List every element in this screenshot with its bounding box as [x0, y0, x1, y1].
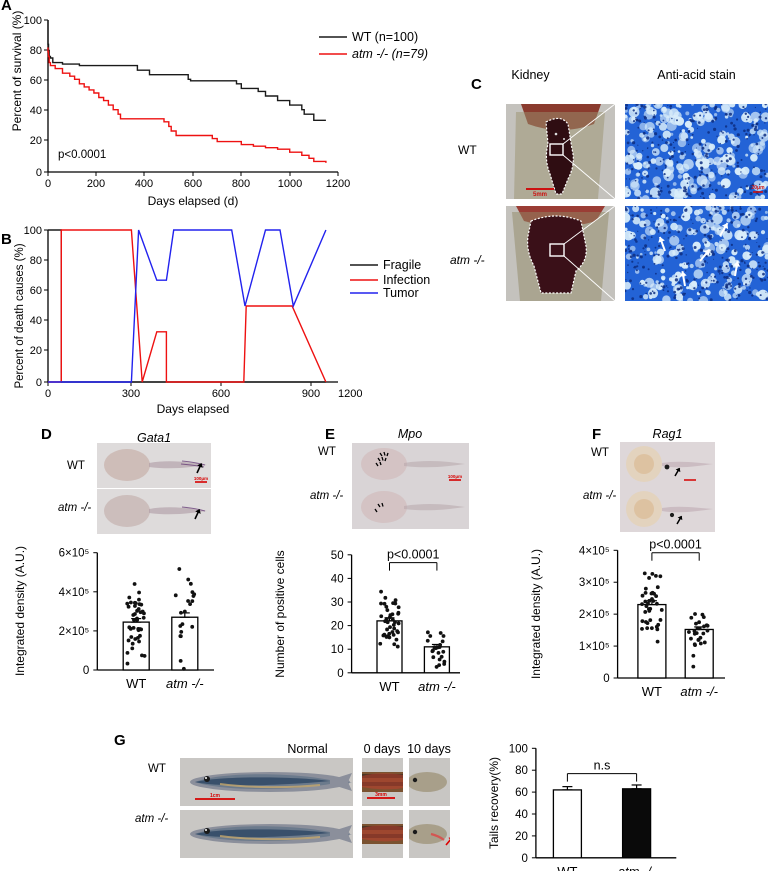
svg-text:80: 80 [30, 45, 42, 57]
svg-text:0: 0 [83, 665, 89, 677]
svg-text:Tumor: Tumor [383, 286, 419, 300]
svg-text:200: 200 [87, 178, 105, 190]
svg-text:40: 40 [331, 573, 344, 585]
svg-text:WT (n=100): WT (n=100) [352, 30, 418, 44]
svg-text:80: 80 [30, 255, 42, 267]
svg-text:n.s: n.s [594, 759, 611, 773]
svg-text:0: 0 [45, 388, 51, 400]
svg-text:1200: 1200 [338, 388, 362, 400]
svg-text:0: 0 [45, 178, 51, 190]
svg-text:WT: WT [126, 676, 146, 691]
svg-text:100μm: 100μm [448, 474, 462, 479]
svg-text:60: 60 [30, 75, 42, 87]
svg-text:2×10⁵: 2×10⁵ [579, 609, 610, 621]
svg-text:atm -/-: atm -/- [166, 676, 204, 691]
svg-text:atm -/-: atm -/- [418, 679, 456, 694]
svg-text:Infection: Infection [383, 273, 430, 287]
svg-text:WT: WT [379, 679, 399, 694]
svg-text:20: 20 [515, 831, 528, 843]
svg-text:6×10⁵: 6×10⁵ [59, 548, 90, 560]
svg-text:20μm: 20μm [751, 185, 765, 191]
svg-text:4×10⁵: 4×10⁵ [579, 545, 610, 557]
svg-text:20: 20 [30, 345, 42, 357]
svg-text:400: 400 [135, 178, 153, 190]
svg-text:30: 30 [331, 597, 344, 609]
svg-text:100: 100 [24, 15, 42, 27]
svg-text:4×10⁵: 4×10⁵ [59, 587, 90, 599]
svg-text:20: 20 [30, 135, 42, 147]
svg-text:100: 100 [24, 225, 42, 237]
svg-text:0: 0 [337, 668, 343, 680]
svg-text:300: 300 [122, 388, 140, 400]
svg-text:p<0.0001: p<0.0001 [387, 548, 440, 562]
svg-text:40: 40 [515, 809, 528, 821]
svg-text:1cm: 1cm [210, 793, 221, 799]
svg-text:60: 60 [515, 787, 528, 799]
svg-text:5mm: 5mm [533, 192, 547, 198]
svg-text:0: 0 [36, 167, 42, 179]
svg-text:800: 800 [232, 178, 250, 190]
svg-text:20: 20 [331, 621, 344, 633]
svg-text:40: 40 [30, 105, 42, 117]
svg-text:WT: WT [557, 864, 577, 871]
svg-text:600: 600 [212, 388, 230, 400]
svg-text:0: 0 [603, 673, 609, 685]
svg-text:0: 0 [521, 853, 527, 865]
svg-text:p<0.0001: p<0.0001 [649, 538, 702, 552]
svg-text:atm -/- (n=79): atm -/- (n=79) [352, 47, 428, 61]
svg-text:60: 60 [30, 285, 42, 297]
svg-text:1000: 1000 [278, 178, 302, 190]
svg-text:10: 10 [331, 644, 344, 656]
svg-text:2×10⁵: 2×10⁵ [59, 626, 90, 638]
svg-text:900: 900 [302, 388, 320, 400]
svg-text:p<0.0001: p<0.0001 [58, 149, 106, 161]
svg-text:1×10⁵: 1×10⁵ [579, 641, 610, 653]
svg-text:40: 40 [30, 315, 42, 327]
svg-text:1200: 1200 [326, 178, 350, 190]
svg-text:3×10⁵: 3×10⁵ [579, 577, 610, 589]
svg-text:50: 50 [331, 550, 344, 562]
svg-text:Fragile: Fragile [383, 258, 421, 272]
svg-text:3mm: 3mm [375, 792, 387, 798]
svg-text:100: 100 [509, 743, 528, 755]
svg-text:atm -/-: atm -/- [618, 864, 656, 871]
svg-text:100μm: 100μm [194, 476, 208, 481]
svg-text:Days elapsed (d): Days elapsed (d) [148, 194, 239, 208]
svg-text:600: 600 [184, 178, 202, 190]
svg-text:Days elapsed: Days elapsed [157, 402, 230, 416]
svg-text:80: 80 [515, 765, 528, 777]
svg-text:0: 0 [36, 377, 42, 389]
